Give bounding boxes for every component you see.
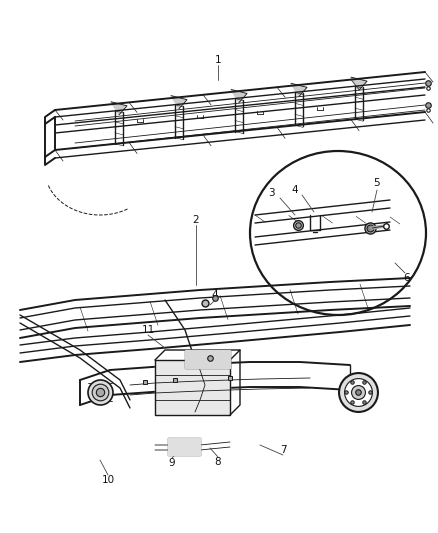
Text: 4: 4 xyxy=(212,290,218,300)
Text: 8: 8 xyxy=(215,457,221,467)
Text: 2: 2 xyxy=(193,215,199,225)
Text: 9: 9 xyxy=(169,458,175,468)
Text: 7: 7 xyxy=(280,445,286,455)
Text: 4: 4 xyxy=(292,185,298,195)
Text: 10: 10 xyxy=(102,475,115,485)
Polygon shape xyxy=(168,438,200,455)
Polygon shape xyxy=(231,90,247,102)
Text: 3: 3 xyxy=(268,188,274,198)
Text: 6: 6 xyxy=(404,273,410,283)
Polygon shape xyxy=(171,96,187,109)
Text: 1: 1 xyxy=(215,55,221,65)
Polygon shape xyxy=(291,83,307,96)
Text: 11: 11 xyxy=(141,325,155,335)
Polygon shape xyxy=(111,102,127,115)
Polygon shape xyxy=(351,77,367,90)
Polygon shape xyxy=(155,360,230,415)
Polygon shape xyxy=(185,350,230,368)
Text: 5: 5 xyxy=(374,178,380,188)
